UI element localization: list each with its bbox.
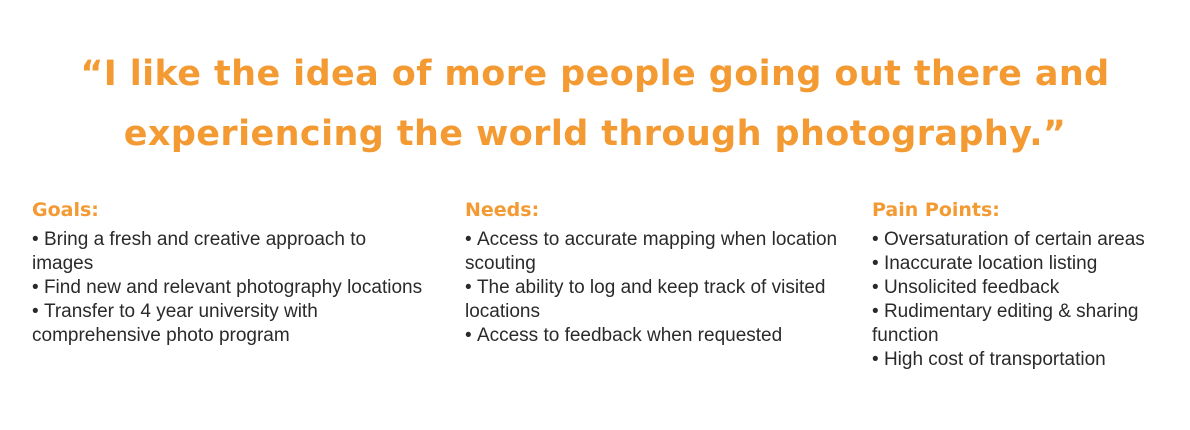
pain-point-item: Inaccurate location listing <box>872 252 1172 276</box>
needs-list: Access to accurate mapping when location… <box>465 228 845 348</box>
goal-item: Bring a fresh and creative approach to i… <box>32 228 432 276</box>
pain-points-heading: Pain Points: <box>872 199 1000 221</box>
pain-point-item: High cost of transportation <box>872 348 1172 372</box>
goal-item: Find new and relevant photography locati… <box>32 276 432 300</box>
goals-heading: Goals: <box>32 199 99 221</box>
pain-points-list: Oversaturation of certain areas Inaccura… <box>872 228 1172 372</box>
quote-line-1: “I like the idea of more people going ou… <box>80 54 1110 94</box>
pain-point-item: Unsolicited feedback <box>872 276 1172 300</box>
pain-point-item: Oversaturation of certain areas <box>872 228 1172 252</box>
goals-section: Goals: Bring a fresh and creative approa… <box>32 196 432 348</box>
need-item: The ability to log and keep track of vis… <box>465 276 845 324</box>
need-item: Access to feedback when requested <box>465 324 845 348</box>
goal-item: Transfer to 4 year university with compr… <box>32 300 432 348</box>
persona-quote: “I like the idea of more people going ou… <box>0 44 1190 164</box>
pain-point-item: Rudimentary editing & sharing function <box>872 300 1172 348</box>
need-item: Access to accurate mapping when location… <box>465 228 845 276</box>
pain-points-section: Pain Points: Oversaturation of certain a… <box>872 196 1172 372</box>
quote-line-2: experiencing the world through photograp… <box>123 114 1067 154</box>
needs-section: Needs: Access to accurate mapping when l… <box>465 196 845 348</box>
goals-list: Bring a fresh and creative approach to i… <box>32 228 432 348</box>
needs-heading: Needs: <box>465 199 540 221</box>
